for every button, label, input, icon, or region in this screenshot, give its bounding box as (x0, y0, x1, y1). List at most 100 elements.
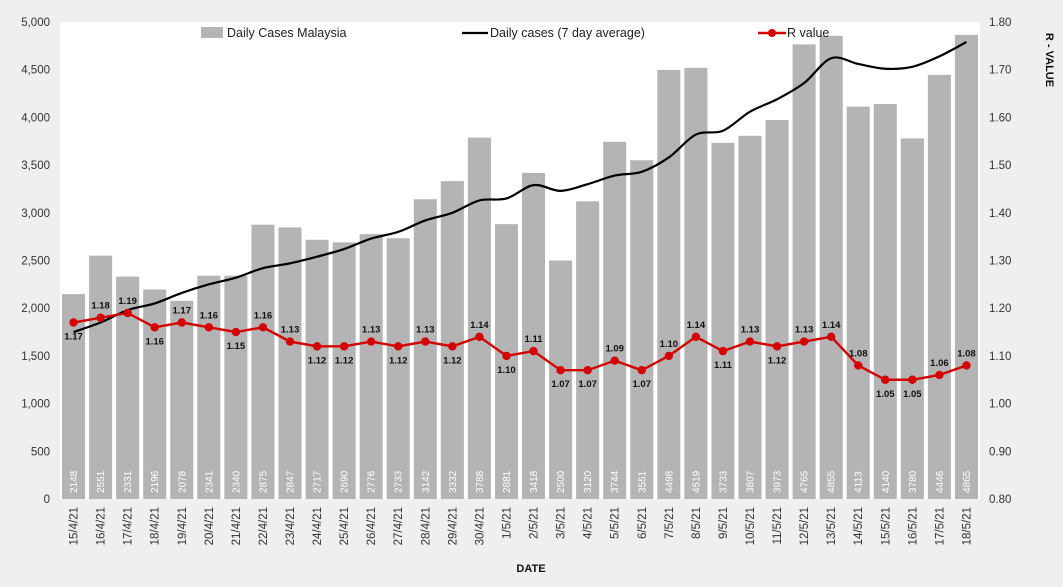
r-value-data-label: 1.17 (64, 332, 83, 343)
r-value-data-label: 1.13 (362, 325, 381, 336)
x-tick-label: 1/5/21 (501, 507, 513, 539)
r-value-data-label: 1.16 (200, 310, 219, 321)
r-value-data-label: 1.16 (145, 336, 164, 347)
bar (305, 239, 329, 499)
r-value-data-label: 1.06 (930, 358, 949, 369)
y2-tick-label: 1.80 (989, 17, 1011, 29)
bar-data-label: 2776 (367, 470, 378, 493)
x-tick-label: 2/5/21 (529, 507, 541, 539)
y2-tick-label: 1.50 (989, 160, 1011, 172)
bar-data-label: 3973 (773, 470, 784, 493)
r-value-point (745, 337, 755, 346)
bar (89, 255, 113, 499)
x-tick-label: 11/5/21 (772, 507, 784, 545)
bar-data-label: 2881 (502, 470, 513, 493)
x-tick-label: 27/4/21 (393, 507, 405, 545)
r-value-point (556, 366, 565, 375)
r-value-data-label: 1.07 (551, 379, 570, 390)
r-value-point (394, 342, 403, 351)
x-tick-label: 29/4/21 (447, 507, 459, 545)
bar-data-label: 3332 (448, 470, 459, 493)
r-value-data-label: 1.13 (741, 325, 760, 336)
x-tick-label: 25/4/21 (339, 507, 351, 545)
legend: Daily Cases Malaysia Daily cases (7 day … (201, 26, 829, 40)
r-value-data-label: 1.12 (768, 355, 787, 366)
r-value-point (718, 346, 728, 356)
r-value-point (69, 318, 78, 327)
bar (738, 135, 762, 499)
r-value-data-label: 1.07 (578, 379, 597, 390)
bar (116, 276, 140, 499)
r-value-data-label: 1.13 (795, 325, 814, 336)
x-tick-label: 23/4/21 (285, 507, 297, 545)
r-value-data-label: 1.16 (254, 310, 273, 321)
x-tick-label: 21/4/21 (231, 507, 243, 545)
bar-data-label: 3744 (610, 470, 621, 493)
bar (765, 119, 789, 499)
y2-tick-label: 1.40 (989, 208, 1011, 220)
y2-tick-label: 1.10 (989, 351, 1011, 363)
r-value-data-label: 1.14 (470, 320, 489, 331)
bar (143, 289, 167, 499)
x-tick-label: 17/5/21 (934, 507, 946, 545)
r-value-data-label: 1.10 (497, 365, 516, 376)
x-tick-label: 5/5/21 (610, 507, 622, 539)
y-tick-label: 0 (44, 494, 50, 506)
bar-data-label: 4498 (664, 470, 675, 493)
bar-data-label: 4519 (691, 470, 702, 493)
bar (873, 104, 897, 499)
bar (657, 69, 681, 499)
bar (900, 138, 924, 499)
x-tick-label: 10/5/21 (745, 507, 757, 545)
bar (494, 224, 518, 500)
r-value-point (421, 337, 430, 346)
y2-tick-label: 1.70 (989, 65, 1011, 77)
bar (197, 275, 221, 499)
legend-swatch-r-marker (768, 29, 776, 37)
r-value-labels: 1.17 1.18 1.19 1.16 1.17 1.16 1.15 1.16 1.13 1.12… (64, 296, 975, 400)
y-tick-label: 1,000 (21, 399, 50, 411)
bar (954, 34, 978, 500)
r-value-data-label: 1.09 (605, 344, 624, 355)
y-tick-label: 3,000 (21, 208, 50, 220)
bar-data-label: 2717 (313, 470, 324, 493)
bar-data-label: 2341 (204, 470, 215, 493)
bar-data-label: 2551 (96, 470, 107, 493)
r-value-point (772, 342, 782, 351)
r-value-point (123, 308, 132, 318)
bar-data-label: 2331 (123, 470, 134, 493)
legend-label-avg: Daily cases (7 day average) (490, 26, 645, 40)
x-tick-label: 4/5/21 (583, 507, 595, 539)
r-value-point (908, 375, 917, 384)
r-value-point (583, 366, 592, 375)
r-value-point (799, 337, 809, 346)
x-tick-label: 8/5/21 (691, 507, 703, 539)
r-value-data-label: 1.05 (876, 389, 895, 400)
x-tick-label: 30/4/21 (474, 507, 486, 545)
r-value-point (502, 351, 511, 361)
bar (630, 160, 654, 499)
r-value-data-label: 1.18 (91, 301, 110, 312)
x-tick-label: 19/4/21 (177, 507, 189, 545)
bar (332, 242, 356, 499)
bar (278, 227, 302, 500)
y-tick-label: 2,000 (21, 303, 50, 315)
x-tick-label: 6/5/21 (637, 507, 649, 539)
r-value-point (204, 323, 214, 332)
x-tick-label: 26/4/21 (366, 507, 378, 545)
y2-axis-ticks: 0.80 0.90 1.00 1.10 1.20 1.30 1.40 1.50 1.60 1.70… (989, 17, 1011, 506)
x-tick-label: 14/5/21 (853, 507, 865, 545)
r-value-point (881, 375, 890, 384)
x-tick-label: 17/4/21 (123, 507, 135, 545)
bar-data-label: 2078 (177, 470, 188, 493)
r-value-data-label: 1.10 (660, 339, 679, 350)
x-tick-label: 18/5/21 (961, 507, 973, 545)
r-value-point (177, 318, 186, 327)
y-tick-label: 500 (31, 446, 50, 458)
r-value-point (637, 366, 646, 375)
bar-data-label: 2500 (556, 470, 567, 493)
y2-tick-label: 1.30 (989, 256, 1011, 268)
bar (62, 294, 86, 499)
r-value-data-label: 1.13 (416, 325, 435, 336)
